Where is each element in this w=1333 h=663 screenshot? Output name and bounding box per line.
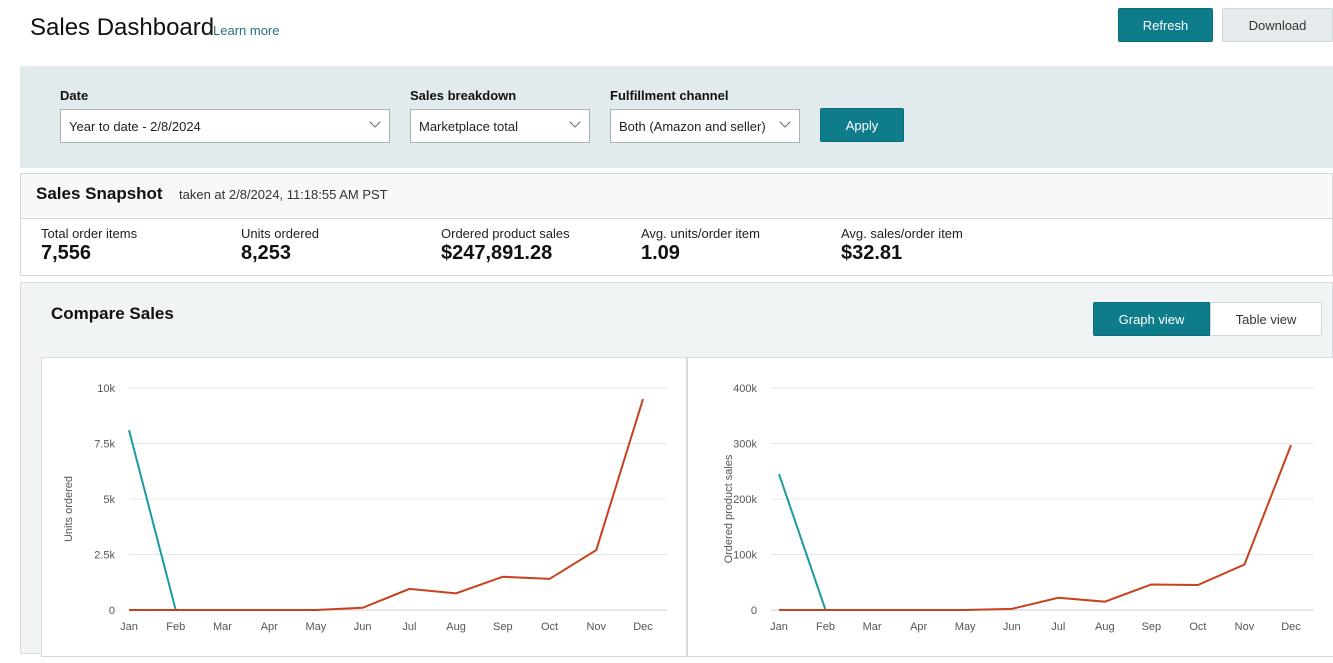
date-label: Date bbox=[60, 88, 89, 103]
compare-sales: Compare Sales Graph view Table view 0 2.5… bbox=[20, 282, 1333, 657]
channel-select[interactable]: Both (Amazon and seller) bbox=[610, 109, 800, 143]
compare-title: Compare Sales bbox=[51, 304, 174, 323]
refresh-button[interactable]: Refresh bbox=[1118, 8, 1213, 42]
chevron-down-icon bbox=[569, 116, 581, 128]
x-tick-label: Aug bbox=[1095, 621, 1115, 633]
x-tick-label: Dec bbox=[633, 621, 653, 633]
breakdown-select[interactable]: Marketplace total bbox=[410, 109, 590, 143]
x-tick-label: Sep bbox=[1142, 621, 1162, 633]
series-line-1 bbox=[129, 398, 644, 611]
x-tick-label: Apr bbox=[261, 621, 278, 633]
learn-more-link[interactable]: Learn more bbox=[213, 23, 280, 38]
y-tick-label: 0 bbox=[109, 605, 115, 617]
x-tick-label: Nov bbox=[1235, 621, 1255, 633]
metric-avg-units: Avg. units/order item 1.09 bbox=[641, 226, 760, 264]
x-tick-label: Feb bbox=[816, 621, 835, 633]
x-tick-label: Jul bbox=[1051, 621, 1065, 633]
y-tick-label: 0 bbox=[751, 605, 757, 617]
y-tick-label: 5k bbox=[103, 494, 115, 506]
chevron-down-icon bbox=[779, 116, 791, 128]
sales-chart-panel: 0 100k 200k 300k 400k Jan Feb Mar Apr May Jun Jul Au… bbox=[687, 357, 1333, 657]
y-axis-label: Units ordered bbox=[63, 476, 75, 542]
x-tick-label: Apr bbox=[910, 621, 927, 633]
x-tick-label: Jan bbox=[120, 621, 138, 633]
x-tick-label: May bbox=[955, 621, 976, 633]
x-tick-label: Jul bbox=[402, 621, 416, 633]
ordered-sales-chart: 0 100k 200k 300k 400k Jan Feb Mar Apr May Jun Jul Au… bbox=[723, 383, 1314, 633]
y-axis-label: Ordered product sales bbox=[723, 454, 735, 563]
table-view-tab[interactable]: Table view bbox=[1210, 302, 1322, 336]
metric-avg-sales: Avg. sales/order item $32.81 bbox=[841, 226, 963, 264]
metric-total-order-items: Total order items 7,556 bbox=[41, 226, 138, 264]
filter-bar: Date Year to date - 2/8/2024 Sales break… bbox=[20, 66, 1333, 168]
series-line-0 bbox=[778, 473, 827, 611]
apply-button[interactable]: Apply bbox=[820, 108, 904, 142]
x-tick-label: Dec bbox=[1281, 621, 1301, 633]
breakdown-value: Marketplace total bbox=[419, 118, 518, 134]
x-tick-label: Jun bbox=[354, 621, 372, 633]
x-tick-label: Sep bbox=[493, 621, 513, 633]
series-line-0 bbox=[128, 429, 177, 611]
channel-label: Fulfillment channel bbox=[610, 88, 729, 103]
units-chart-panel: 0 2.5k 5k 7.5k 10k Jan Feb Mar Apr May Jun Jul Aug Se… bbox=[41, 357, 687, 657]
series-line-1 bbox=[779, 444, 1292, 611]
x-tick-label: Mar bbox=[213, 621, 232, 633]
metric-ordered-product-sales: Ordered product sales $247,891.28 bbox=[441, 226, 570, 264]
x-tick-label: Nov bbox=[586, 621, 606, 633]
x-tick-label: Jun bbox=[1003, 621, 1021, 633]
y-tick-label: 2.5k bbox=[94, 550, 115, 562]
snapshot-title: Sales Snapshot bbox=[36, 184, 163, 203]
y-tick-label: 200k bbox=[733, 494, 757, 506]
y-tick-label: 10k bbox=[97, 383, 115, 395]
breakdown-label: Sales breakdown bbox=[410, 88, 517, 103]
x-tick-label: May bbox=[306, 621, 327, 633]
x-tick-label: Oct bbox=[541, 621, 558, 633]
page-title: Sales Dashboard bbox=[30, 14, 215, 41]
date-select[interactable]: Year to date - 2/8/2024 bbox=[60, 109, 390, 143]
x-tick-label: Aug bbox=[446, 621, 466, 633]
metric-units-ordered: Units ordered 8,253 bbox=[241, 226, 320, 264]
download-button[interactable]: Download bbox=[1222, 8, 1333, 42]
x-tick-label: Mar bbox=[863, 621, 882, 633]
snapshot-timestamp: taken at 2/8/2024, 11:18:55 AM PST bbox=[179, 187, 388, 202]
date-value: Year to date - 2/8/2024 bbox=[69, 118, 201, 134]
x-tick-label: Feb bbox=[166, 621, 185, 633]
y-tick-label: 400k bbox=[733, 383, 757, 395]
y-tick-label: 100k bbox=[733, 550, 757, 562]
graph-view-tab[interactable]: Graph view bbox=[1093, 302, 1210, 336]
channel-value: Both (Amazon and seller) bbox=[619, 118, 766, 134]
sales-snapshot: Sales Snapshot taken at 2/8/2024, 11:18:… bbox=[20, 173, 1333, 276]
x-tick-label: Oct bbox=[1189, 621, 1206, 633]
y-tick-label: 300k bbox=[733, 439, 757, 451]
chevron-down-icon bbox=[369, 116, 381, 128]
y-tick-label: 7.5k bbox=[94, 439, 115, 451]
x-tick-label: Jan bbox=[770, 621, 788, 633]
units-ordered-chart: 0 2.5k 5k 7.5k 10k Jan Feb Mar Apr May Jun Jul Aug Se… bbox=[63, 383, 667, 633]
